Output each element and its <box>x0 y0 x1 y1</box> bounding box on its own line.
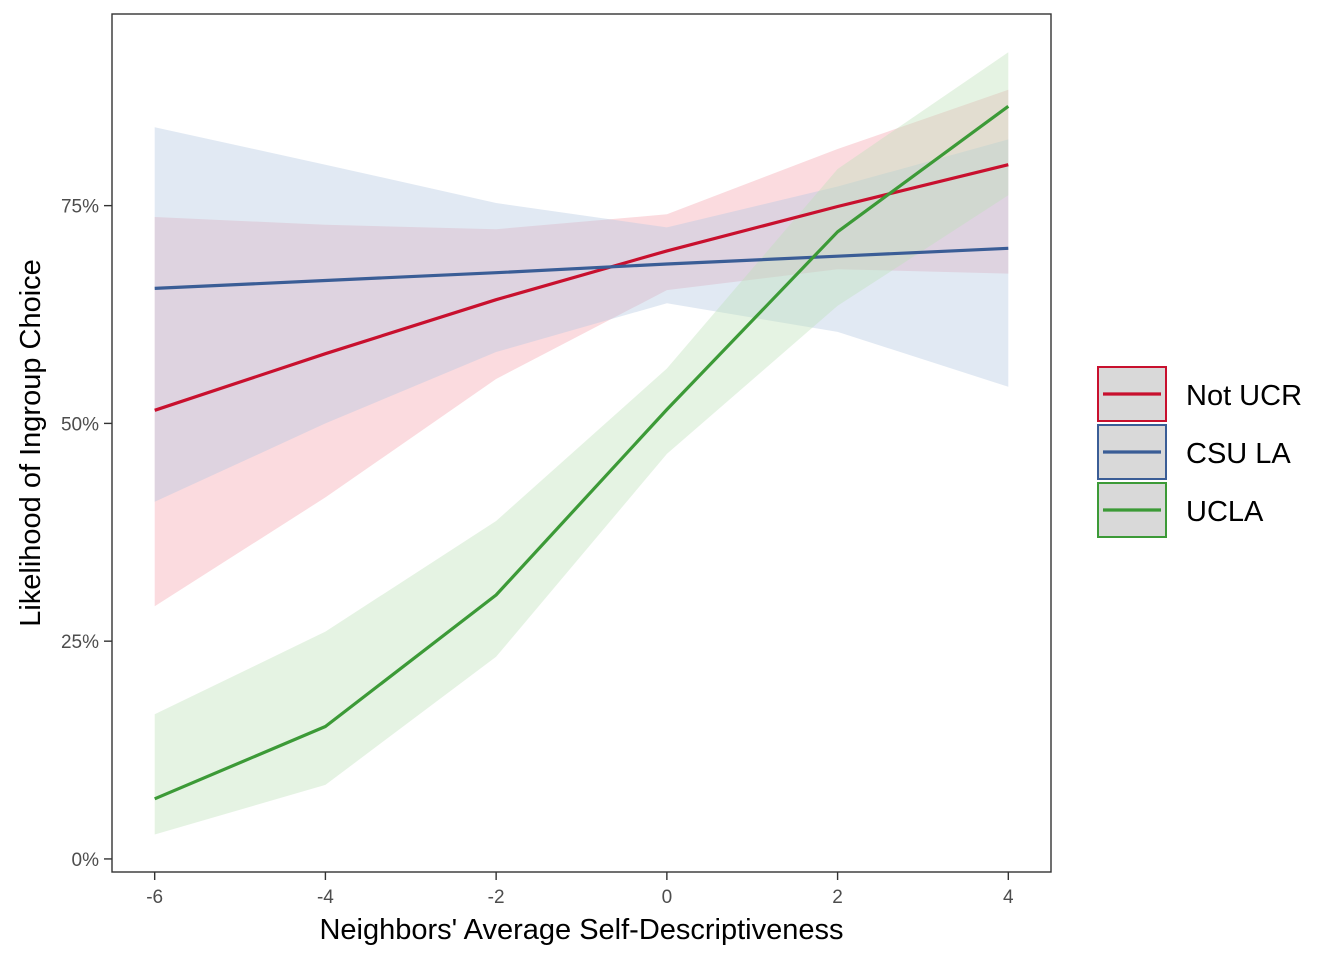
ribbon-ucla <box>154 52 1009 835</box>
x-tick-label: 4 <box>1003 887 1014 908</box>
ribbon-csu-la <box>154 127 1009 502</box>
x-tick-label: -6 <box>146 887 163 908</box>
y-axis: 0% 25% 50% 75% <box>61 197 112 871</box>
legend-label-not-ucr: Not UCR <box>1186 380 1302 412</box>
series-line-ucla <box>154 105 1010 801</box>
series-line-not-ucr <box>154 163 1009 412</box>
y-tick-label: 50% <box>61 414 99 435</box>
legend-item-ucla: UCLA <box>1097 482 1264 538</box>
x-tick-label: -4 <box>317 887 334 908</box>
y-tick-label: 0% <box>72 850 100 871</box>
plot-panel-border <box>111 13 1052 873</box>
x-axis-title: Neighbors' Average Self-Descriptiveness <box>319 914 843 946</box>
y-tick-label: 25% <box>61 632 99 653</box>
legend-label-ucla: UCLA <box>1186 496 1264 528</box>
y-axis-title: Likelihood of Ingroup Choice <box>15 259 47 627</box>
x-tick-label: 2 <box>832 887 843 908</box>
y-tick-label: 75% <box>61 197 99 218</box>
legend-item-not-ucr: Not UCR <box>1097 366 1302 422</box>
series-lines <box>154 105 1010 801</box>
legend: Not UCR CSU LA UCLA <box>1097 366 1302 538</box>
series-line-csu-la <box>154 246 1009 290</box>
x-axis: -6 -4 -2 0 2 4 <box>146 872 1014 908</box>
x-tick-label: 0 <box>662 887 673 908</box>
legend-item-csu-la: CSU LA <box>1097 424 1291 480</box>
x-tick-label: -2 <box>488 887 505 908</box>
legend-label-csu-la: CSU LA <box>1186 438 1291 470</box>
